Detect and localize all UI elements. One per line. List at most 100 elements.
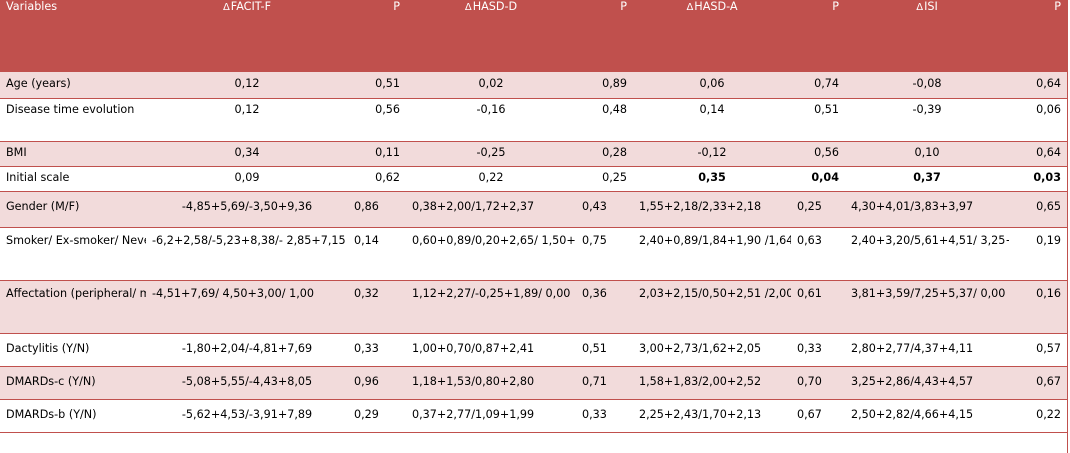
cell-p-isi: 0,64 (1009, 141, 1067, 167)
cell-facit: -6,2+2,58/-5,23+8,38/- 2,85+7,15 (146, 227, 348, 281)
table-row: Disease time evolution 0,12 0,56 -0,16 0… (0, 98, 1067, 142)
header-p-facit: P (348, 0, 406, 72)
cell-p-isi: 0,64 (1009, 71, 1067, 99)
cell-p-hasd-d: 0,51 (576, 333, 633, 367)
cell-isi: 2,50+2,82/4,66+4,15 (845, 399, 1009, 433)
header-hasd-a: ΔHASD-A (633, 0, 791, 72)
cell-p-isi: 0,19 (1009, 227, 1067, 281)
cell-hasd-a: 0,14 (633, 98, 791, 142)
cell-p-facit: 0,33 (348, 333, 406, 367)
cell-p-isi: 0,67 (1009, 366, 1067, 400)
cell-p-facit: 0,11 (348, 141, 406, 167)
cell-p-hasd-d: 0,89 (576, 71, 633, 99)
row-label: Gender (M/F) (0, 191, 146, 228)
table-row: Smoker/ Ex-smoker/ Never smoked -6,2+2,5… (0, 227, 1067, 281)
cell-hasd-a: 2,40+0,89/1,84+1,90 /1,64+2,76 (633, 227, 791, 281)
cell-hasd-d: 1,18+1,53/0,80+2,80 (406, 366, 576, 400)
table-row: BMI 0,34 0,11 -0,25 0,28 -0,12 0,56 0,10… (0, 141, 1067, 167)
table-row: Affectation (peripheral/ mixed/axial) -4… (0, 280, 1067, 334)
cell-hasd-d: 1,12+2,27/-0,25+1,89/ 0,00 (406, 280, 576, 334)
cell-p-facit: 0,86 (348, 191, 406, 228)
delta-icon: Δ (464, 2, 472, 13)
table-row: Initial scale 0,09 0,62 0,22 0,25 0,35 0… (0, 166, 1067, 192)
header-p-hasd-d: P (576, 0, 633, 72)
header-p-isi: P (1009, 0, 1067, 72)
row-label: DMARDs-b (Y/N) (0, 399, 146, 433)
cell-p-facit: 0,51 (348, 71, 406, 99)
cell-hasd-d: -0,16 (406, 98, 576, 142)
table-right-border (1067, 0, 1068, 453)
cell-hasd-a: 3,00+2,73/1,62+2,05 (633, 333, 791, 367)
cell-facit: -5,62+4,53/-3,91+7,89 (146, 399, 348, 433)
cell-p-hasd-a: 0,63 (791, 227, 845, 281)
cell-p-hasd-d: 0,75 (576, 227, 633, 281)
cell-p-isi: 0,65 (1009, 191, 1067, 228)
cell-p-hasd-d: 0,25 (576, 166, 633, 192)
cell-isi: -0,08 (845, 71, 1009, 99)
cell-p-hasd-a: 0,51 (791, 98, 845, 142)
cell-facit: 0,12 (146, 98, 348, 142)
header-facit: ΔFACIT-F (146, 0, 348, 72)
cell-isi: 2,80+2,77/4,37+4,11 (845, 333, 1009, 367)
cell-p-hasd-a: 0,33 (791, 333, 845, 367)
cell-isi: 4,30+4,01/3,83+3,97 (845, 191, 1009, 228)
cell-p-facit: 0,32 (348, 280, 406, 334)
cell-p-isi: 0,03 (1009, 166, 1067, 192)
table-row: Gender (M/F) -4,85+5,69/-3,50+9,36 0,86 … (0, 191, 1067, 228)
delta-icon: Δ (686, 2, 694, 13)
cell-isi: 2,40+3,20/5,61+4,51/ 3,25+3,31 (845, 227, 1009, 281)
header-p-hasd-a: P (791, 0, 845, 72)
cell-p-hasd-d: 0,33 (576, 399, 633, 433)
cell-isi: 3,81+3,59/7,25+5,37/ 0,00 (845, 280, 1009, 334)
cell-hasd-a: 0,06 (633, 71, 791, 99)
cell-p-hasd-a: 0,56 (791, 141, 845, 167)
table-row: DMARDs-c (Y/N) -5,08+5,55/-4,43+8,05 0,9… (0, 366, 1067, 400)
table-header-row: Variables ΔFACIT-F P ΔHASD-D P ΔHASD-A P… (0, 0, 1067, 72)
cell-facit: 0,34 (146, 141, 348, 167)
row-label: Smoker/ Ex-smoker/ Never smoked (0, 227, 146, 281)
cell-facit: 0,12 (146, 71, 348, 99)
row-label: DMARDs-c (Y/N) (0, 366, 146, 400)
cell-hasd-d: 0,02 (406, 71, 576, 99)
cell-hasd-a: 1,55+2,18/2,33+2,18 (633, 191, 791, 228)
cell-hasd-d: 0,37+2,77/1,09+1,99 (406, 399, 576, 433)
cell-p-hasd-d: 0,48 (576, 98, 633, 142)
cell-p-hasd-a: 0,25 (791, 191, 845, 228)
cell-hasd-d: 0,60+0,89/0,20+2,65/ 1,50+2,13 (406, 227, 576, 281)
cell-isi: 0,10 (845, 141, 1009, 167)
row-label: Affectation (peripheral/ mixed/axial) (0, 280, 146, 334)
cell-p-isi: 0,57 (1009, 333, 1067, 367)
row-label: BMI (0, 141, 146, 167)
cell-isi: 0,37 (845, 166, 1009, 192)
cell-hasd-a: 2,03+2,15/0,50+2,51 /2,00 (633, 280, 791, 334)
cell-p-facit: 0,29 (348, 399, 406, 433)
cell-facit: -4,85+5,69/-3,50+9,36 (146, 191, 348, 228)
cell-hasd-d: 1,00+0,70/0,87+2,41 (406, 333, 576, 367)
results-table: Variables ΔFACIT-F P ΔHASD-D P ΔHASD-A P… (0, 0, 1067, 433)
cell-p-facit: 0,56 (348, 98, 406, 142)
cell-p-hasd-a: 0,04 (791, 166, 845, 192)
table-row: Dactylitis (Y/N) -1,80+2,04/-4,81+7,69 0… (0, 333, 1067, 367)
delta-icon: Δ (916, 2, 924, 13)
cell-p-isi: 0,16 (1009, 280, 1067, 334)
cell-p-facit: 0,62 (348, 166, 406, 192)
table-row: DMARDs-b (Y/N) -5,62+4,53/-3,91+7,89 0,2… (0, 399, 1067, 433)
cell-p-hasd-d: 0,43 (576, 191, 633, 228)
cell-facit: -1,80+2,04/-4,81+7,69 (146, 333, 348, 367)
cell-hasd-a: 1,58+1,83/2,00+2,52 (633, 366, 791, 400)
cell-hasd-d: 0,22 (406, 166, 576, 192)
cell-facit: 0,09 (146, 166, 348, 192)
cell-facit: -5,08+5,55/-4,43+8,05 (146, 366, 348, 400)
row-label: Disease time evolution (0, 98, 146, 142)
cell-p-facit: 0,96 (348, 366, 406, 400)
row-label: Age (years) (0, 71, 146, 99)
delta-icon: Δ (222, 2, 230, 13)
cell-p-isi: 0,22 (1009, 399, 1067, 433)
cell-p-hasd-d: 0,36 (576, 280, 633, 334)
cell-p-hasd-d: 0,28 (576, 141, 633, 167)
row-label: Initial scale (0, 166, 146, 192)
cell-hasd-d: 0,38+2,00/1,72+2,37 (406, 191, 576, 228)
row-label: Dactylitis (Y/N) (0, 333, 146, 367)
cell-hasd-d: -0,25 (406, 141, 576, 167)
